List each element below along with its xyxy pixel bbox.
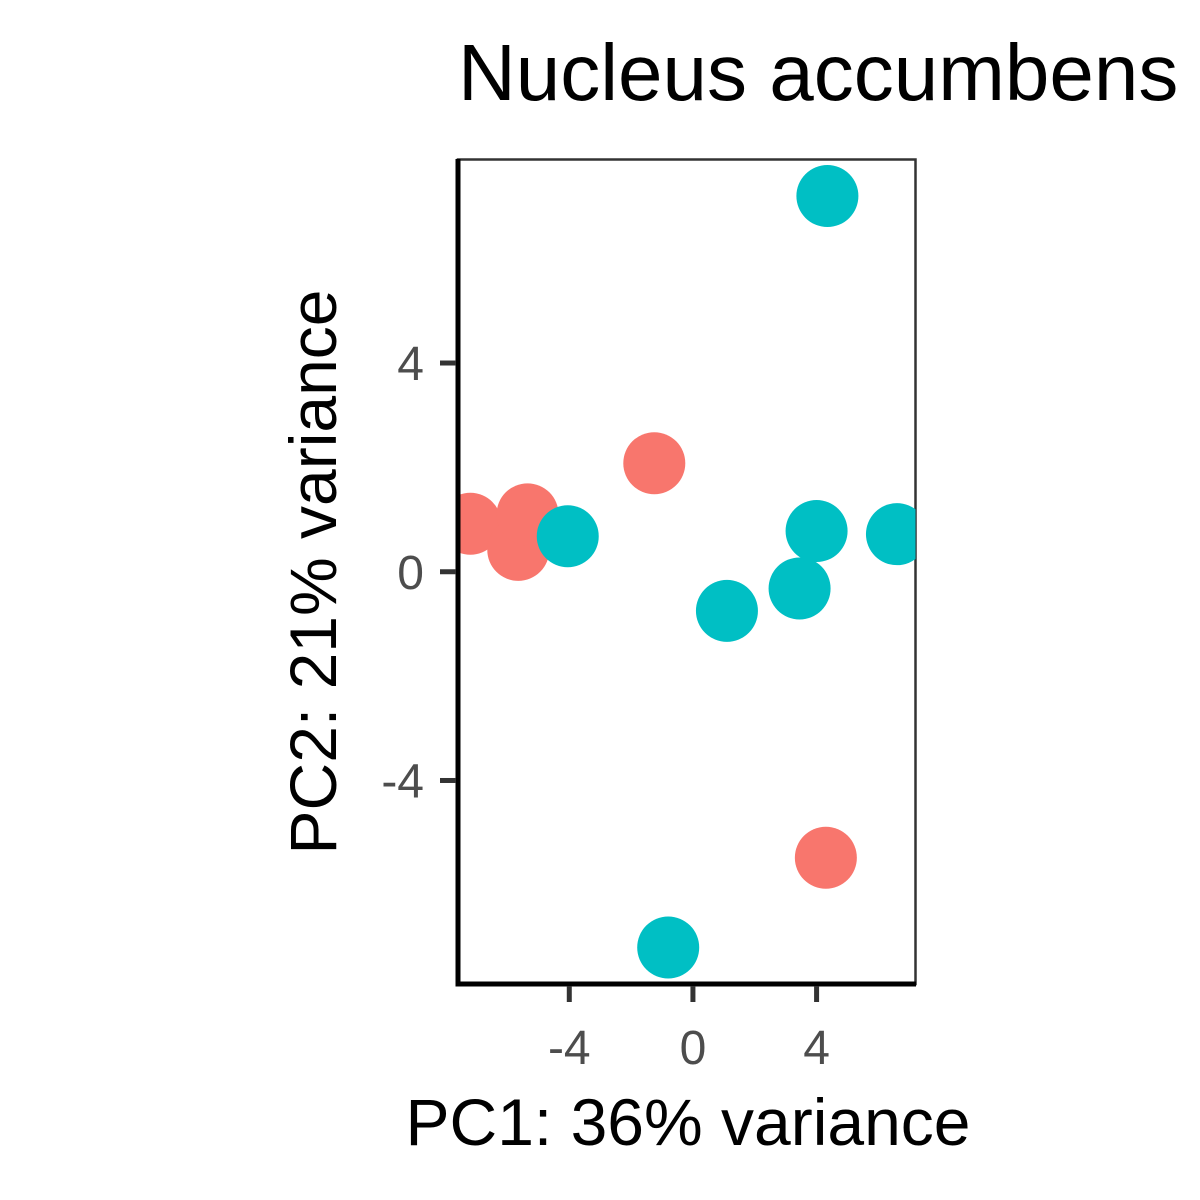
axis-ticks: -4 0 4 -4 0 4: [381, 338, 830, 1075]
data-points: [458, 165, 916, 979]
x-axis-title: PC1: 36% variance: [406, 1085, 971, 1159]
data-point-series2-7: [796, 165, 859, 228]
data-point-series1-5: [794, 826, 857, 889]
x-tick-label: -4: [548, 1022, 591, 1075]
x-tick-label: 4: [803, 1022, 830, 1075]
data-point-series2-2: [637, 916, 700, 979]
data-point-series2-6: [865, 503, 916, 566]
y-tick-label: -4: [381, 755, 424, 808]
y-tick-label: 0: [397, 547, 424, 600]
data-point-series2-3: [695, 579, 758, 642]
x-tick-label: 0: [680, 1022, 707, 1075]
y-tick-label: 4: [397, 338, 424, 391]
data-point-series2-4: [768, 557, 831, 620]
y-axis-title: PC2: 21% variance: [276, 290, 350, 855]
chart-title: Nucleus accumbens: [458, 28, 1178, 117]
data-point-series2-5: [785, 500, 848, 563]
data-point-series1-4: [623, 432, 686, 495]
data-point-series2-1: [536, 505, 599, 568]
